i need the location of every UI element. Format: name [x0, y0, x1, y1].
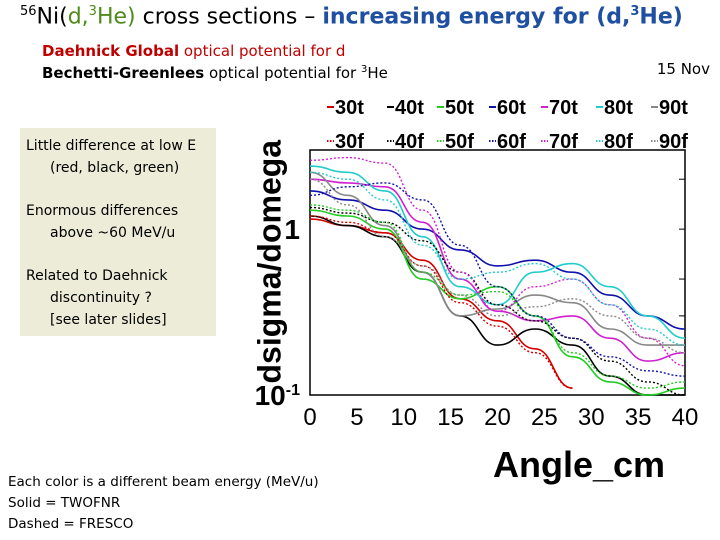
series-line-60t	[309, 190, 686, 330]
legend-label-40t: 40t	[395, 97, 424, 119]
legend: 30t 40t 50t 60t 70t 80t 90t 30f 40f 50f 60f 70f 80f 9…	[327, 97, 688, 153]
series-line-40t	[309, 215, 685, 396]
y-tick-label: 10-1	[255, 380, 300, 411]
title-sup: 3	[88, 4, 97, 19]
title-he: He)	[96, 4, 136, 30]
legend-label-70t: 70t	[549, 97, 578, 119]
mass-number: 56	[20, 4, 37, 19]
footer-line-2: Solid = TWOFNR	[8, 495, 121, 511]
title-highlight-end: He)	[639, 4, 683, 30]
subtitle2-rest: optical potential for	[204, 64, 361, 82]
note-1b: (red, black, green)	[50, 160, 180, 176]
x-tick-label: 35	[625, 404, 652, 431]
x-tick-label: 5	[350, 404, 363, 431]
legend-label-30t: 30t	[335, 97, 364, 119]
x-tick-label: 30	[578, 404, 605, 431]
title-d: d,	[67, 4, 89, 30]
legend-label-30f: 30f	[335, 131, 364, 153]
subtitle-deuteron-potential: Daehnick Global optical potential for d	[42, 42, 345, 60]
legend-label-40f: 40f	[395, 131, 424, 153]
note-3a: Related to Daehnick	[26, 268, 168, 284]
series-line-30f	[309, 215, 573, 389]
footer-line-1: Each color is a different beam energy (M…	[8, 474, 319, 490]
note-3b: discontinuity ?	[50, 290, 152, 306]
title-prefix: Ni(	[36, 4, 68, 30]
x-tick-label: 40	[672, 404, 699, 431]
x-tick-label: 10	[390, 404, 417, 431]
title-highlight-sup: 3	[630, 4, 640, 19]
note-2a: Enormous differences	[26, 203, 179, 219]
series-line-50f	[309, 204, 686, 389]
grid	[679, 178, 685, 346]
legend-label-90t: 90t	[659, 97, 688, 119]
legend-label-50t: 50t	[445, 97, 474, 119]
note-2b: above ~60 MeV/u	[50, 225, 176, 241]
subtitle-he3-potential: Bechetti-Greenlees optical potential for…	[42, 64, 388, 82]
legend-label-60f: 60f	[497, 131, 526, 153]
note-3c: [see later slides]	[50, 312, 167, 328]
subtitle2-end: He	[367, 64, 388, 82]
series-line-80f	[309, 171, 686, 346]
note-1a: Little difference at low E	[26, 138, 197, 154]
series-line-40f	[309, 206, 686, 396]
footer-notes: Each color is a different beam energy (M…	[8, 472, 319, 535]
footer-line-3: Dashed = FRESCO	[8, 516, 134, 532]
series-line-70f	[309, 156, 686, 367]
x-tick-label: 25	[531, 404, 558, 431]
series-line-30t	[309, 218, 573, 389]
x-tick-label: 15	[437, 404, 464, 431]
subtitle1-rest: optical potential for d	[179, 42, 346, 60]
title-rest: cross sections –	[135, 4, 323, 30]
subtitle2-sup: 3	[361, 64, 368, 75]
series-line-90t	[309, 171, 685, 346]
subtitle1-bold: Daehnick Global	[42, 42, 180, 60]
legend-label-80f: 80f	[604, 131, 633, 153]
subtitle2-bold: Bechetti-Greenlees	[42, 64, 205, 82]
curves-layer	[309, 156, 686, 396]
notes-box: Little difference at low E (red, black, …	[20, 128, 216, 336]
x-axis-label: Angle_cm	[493, 444, 666, 485]
legend-label-70f: 70f	[549, 131, 578, 153]
series-line-90f	[309, 178, 686, 354]
series-line-80t	[309, 165, 686, 339]
series-line-70t	[309, 178, 686, 362]
legend-label-90f: 90f	[659, 131, 688, 153]
y-tick-label: 1	[284, 214, 300, 245]
plot-frame	[309, 149, 686, 396]
date-label: 15 Nov	[656, 60, 710, 78]
x-tick-labels: 0 5 10 15 20 25 30 35 40	[303, 404, 698, 431]
x-tick-label: 20	[484, 404, 511, 431]
title-highlight: increasing energy for (d,	[322, 4, 631, 30]
legend-label-80t: 80t	[604, 97, 633, 119]
x-tick-label: 0	[303, 404, 316, 431]
legend-label-50f: 50f	[445, 131, 474, 153]
legend-label-60t: 60t	[497, 97, 526, 119]
page-title: 56Ni(d,3He) cross sections – increasing …	[20, 4, 683, 29]
y-axis-label: dsigma/domega	[251, 139, 288, 384]
